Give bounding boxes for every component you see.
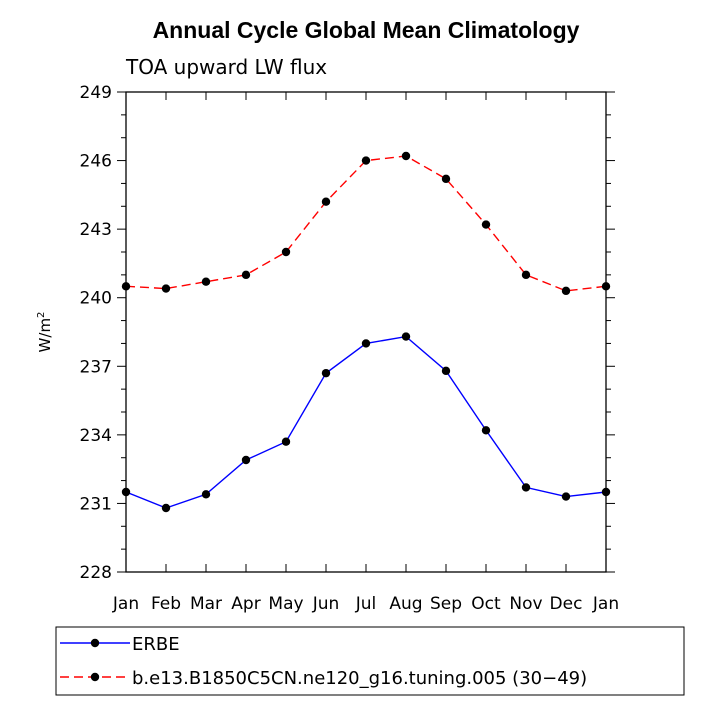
- y-tick-label: 246: [80, 152, 112, 172]
- series-1-point: [281, 437, 291, 446]
- series-2-point: [481, 220, 491, 229]
- series-1-point: [201, 490, 211, 499]
- series-2-point: [441, 174, 451, 184]
- x-tick-label: Sep: [430, 594, 462, 614]
- y-tick-label: 240: [80, 289, 112, 309]
- x-tick-label: Jan: [592, 594, 619, 614]
- series-2-point: [201, 277, 211, 286]
- series-2-point: [521, 270, 531, 280]
- series-1-point: [121, 487, 131, 497]
- legend-label-2: b.e13.B1850C5CN.ne120_g16.tuning.005 (30…: [132, 668, 587, 689]
- series-2-point: [321, 197, 331, 206]
- x-tick-label: Jun: [312, 594, 340, 614]
- x-tick-label: Oct: [471, 594, 501, 614]
- series-2-point: [241, 270, 251, 280]
- legend-label-1: ERBE: [132, 634, 180, 655]
- x-tick-label: Jul: [355, 594, 377, 614]
- y-tick-label: 231: [80, 494, 112, 514]
- chart-title: Annual Cycle Global Mean Climatology: [153, 17, 580, 43]
- y-tick-label: 249: [80, 83, 112, 103]
- legend-box: [55, 626, 685, 696]
- series-line-1: [125, 335, 607, 509]
- legend-marker-1: [90, 638, 100, 648]
- series-2-point: [161, 284, 171, 293]
- x-tick-label: Jan: [112, 594, 139, 614]
- chart-subtitle: TOA upward LW flux: [125, 55, 327, 79]
- series-2-point: [361, 156, 371, 165]
- series-1-point: [561, 492, 571, 501]
- series-1-point: [161, 503, 171, 513]
- series-2-point: [561, 286, 571, 296]
- series-2-point: [121, 282, 131, 291]
- series-1-point: [521, 483, 531, 492]
- series-1-point: [361, 339, 371, 348]
- series-1-point: [481, 426, 491, 435]
- y-axis-label: W/m2: [36, 312, 54, 353]
- series-1-point: [441, 366, 451, 376]
- y-tick-label: 237: [80, 357, 112, 377]
- series-1-point: [601, 487, 611, 497]
- legend-marker-2: [90, 672, 100, 682]
- series-1-point: [321, 368, 331, 378]
- x-tick-label: Feb: [151, 594, 181, 614]
- x-tick-label: Mar: [190, 594, 222, 614]
- y-tick-label: 234: [80, 426, 112, 446]
- series-1-point: [401, 332, 411, 341]
- x-tick-label: May: [268, 594, 303, 614]
- x-tick-label: Dec: [550, 594, 583, 614]
- x-tick-label: Aug: [389, 594, 422, 614]
- series-2-point: [401, 151, 411, 161]
- x-tick-label: Nov: [509, 594, 542, 614]
- series-2-point: [601, 282, 611, 291]
- series-2-point: [281, 247, 291, 257]
- series-line-2: [125, 155, 607, 292]
- x-tick-label: Apr: [231, 594, 260, 614]
- y-tick-label: 243: [80, 220, 112, 240]
- y-tick-label: 228: [80, 563, 112, 583]
- series-1-point: [241, 455, 251, 465]
